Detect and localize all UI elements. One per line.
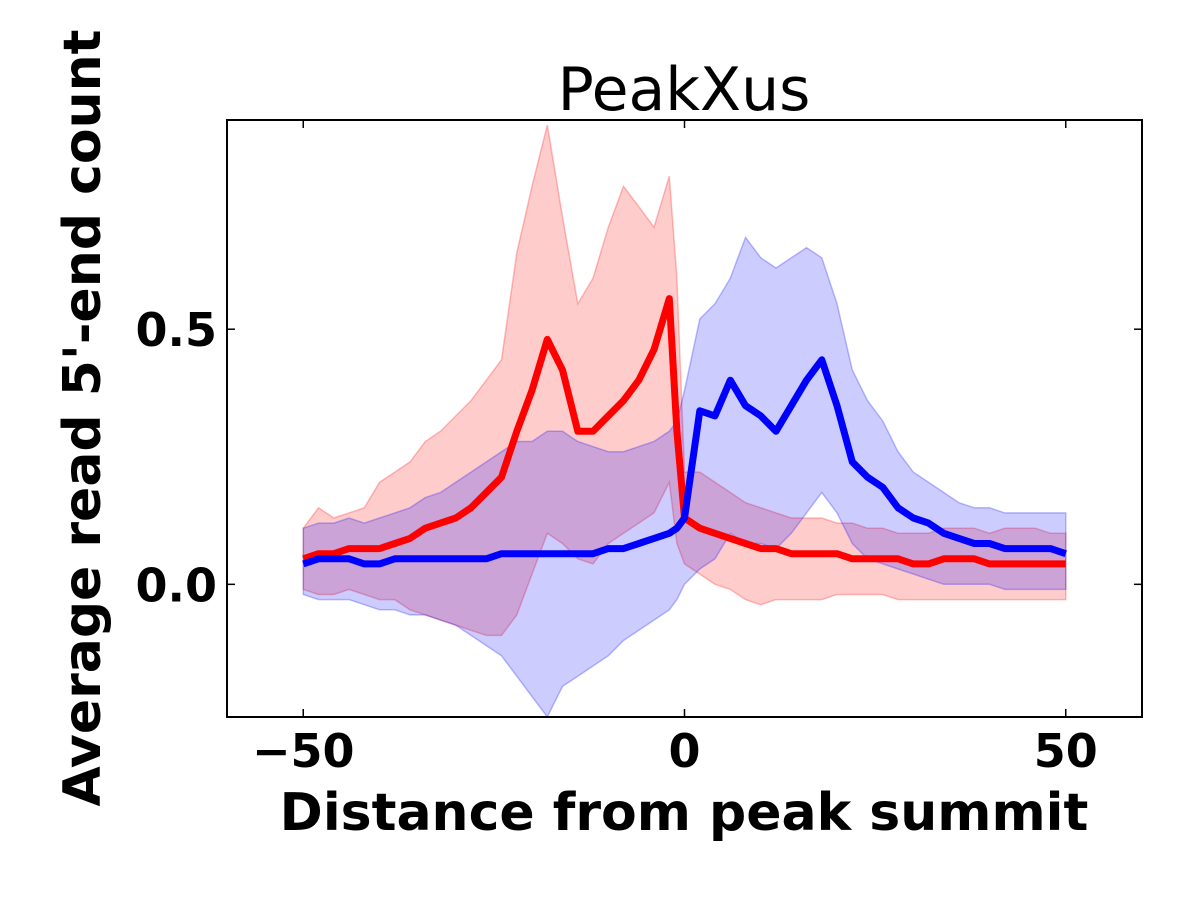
red-series-line [302,295,1066,568]
blue-band [302,235,1067,719]
y-axis-label: Average read 5'-end count [53,30,113,807]
red-band [302,124,1067,637]
y-tick-label: 0.5 [136,303,218,357]
x-axis-label: Distance from peak summit [280,783,1089,843]
chart-title: PeakXus [558,55,811,125]
x-tick-label: 0 [668,724,700,778]
x-tick-label: 50 [1034,724,1098,778]
series-lines [302,295,1067,568]
blue-series-line [302,356,1067,568]
confidence-bands [302,124,1067,719]
y-tick-label: 0.0 [136,558,218,612]
axis-ticks: −50 0 50 0.0 0.5 [136,120,1142,778]
x-tick-label: −50 [252,724,355,778]
